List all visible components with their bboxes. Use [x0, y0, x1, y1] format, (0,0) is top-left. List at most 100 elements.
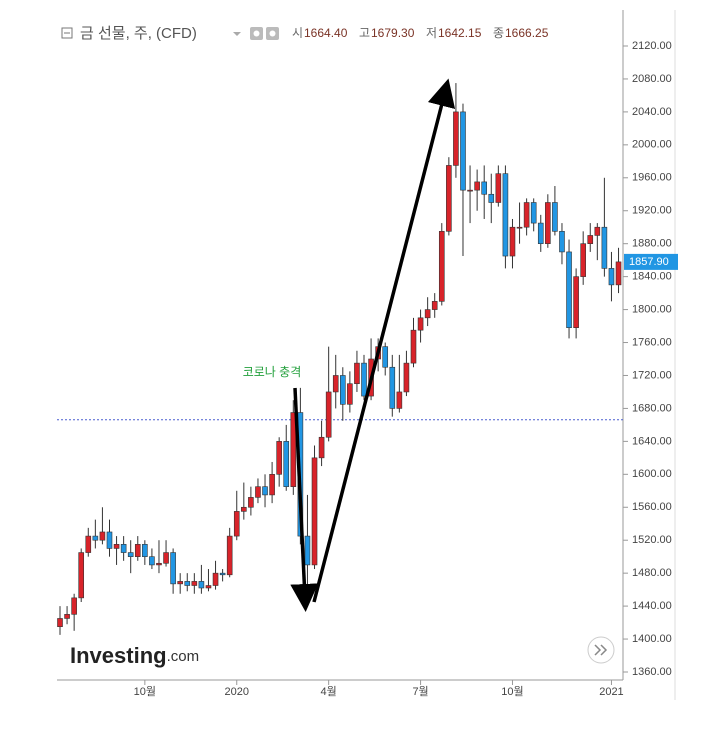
candle-body — [57, 618, 63, 627]
candle-body — [127, 552, 134, 557]
y-tick-label: 1400.00 — [632, 633, 672, 645]
y-tick-label: 1920.00 — [632, 205, 672, 217]
y-tick-label: 1520.00 — [632, 534, 672, 546]
arrow-up — [312, 78, 456, 603]
y-tick-label: 2040.00 — [632, 106, 672, 118]
y-tick-label: 1840.00 — [632, 271, 672, 283]
collapse-icon[interactable] — [61, 27, 73, 39]
candle-body — [410, 329, 417, 364]
candle-body — [85, 535, 92, 553]
candle-body — [233, 511, 240, 537]
candle-body — [438, 231, 445, 302]
arrow-down — [290, 387, 319, 612]
candle-body — [509, 226, 516, 257]
candle-body — [120, 544, 127, 553]
y-tick-label: 1800.00 — [632, 303, 672, 315]
candle-body — [241, 506, 247, 512]
candle-body — [361, 362, 367, 397]
candle-body — [142, 544, 148, 557]
candle-body — [198, 581, 205, 589]
last-price-tag — [624, 253, 678, 270]
header-value-name: 시 — [292, 26, 303, 40]
candle-body — [417, 317, 424, 331]
candle-body — [446, 165, 452, 232]
candle-body — [587, 235, 594, 244]
axis-frame — [57, 10, 676, 700]
x-tick-label: 10월 — [134, 685, 156, 698]
candle-body — [318, 436, 325, 459]
y-tick-label: 2000.00 — [632, 139, 672, 151]
y-tick-label: 1440.00 — [632, 600, 672, 612]
header-value-name: 저 — [426, 26, 437, 40]
candle-body — [424, 309, 431, 319]
candle-body — [219, 572, 226, 576]
candle-body — [64, 614, 70, 619]
candle-body — [177, 581, 183, 585]
chart-title: 금 선물, 주, (CFD) — [80, 25, 197, 42]
candle-body — [191, 581, 198, 586]
x-tick-label: 10월 — [501, 685, 523, 698]
header-value: 1679.30 — [371, 26, 415, 40]
header-value-name: 고 — [359, 26, 370, 40]
candle-body — [184, 581, 191, 586]
candle-body — [283, 441, 290, 487]
candle-body — [170, 552, 176, 585]
candle-body — [99, 531, 106, 541]
header-value-name: 종 — [493, 26, 504, 40]
candle-body — [537, 222, 544, 244]
candle-body — [156, 562, 162, 566]
header: 금 선물, 주, (CFD) 시 1664.40 고 1679.30 저 1642.15 종… — [61, 25, 549, 42]
candle-body — [481, 181, 488, 195]
candle-body — [545, 202, 551, 244]
candle-body — [566, 251, 572, 328]
candle-body — [311, 457, 318, 566]
candle-body — [559, 231, 565, 253]
candle-body — [92, 535, 99, 541]
candle-body — [354, 362, 360, 385]
candle-body — [460, 111, 466, 191]
y-tick-label: 1360.00 — [632, 666, 672, 678]
candle-body — [339, 375, 346, 405]
y-tick-label: 1720.00 — [632, 369, 672, 381]
candle-body — [594, 226, 601, 236]
candle-body — [615, 261, 622, 286]
x-tick-label: 2020 — [225, 686, 249, 698]
candle-body — [389, 366, 396, 409]
candle-body — [149, 556, 155, 566]
y-tick-label: 1480.00 — [632, 567, 672, 579]
candle-body — [113, 544, 120, 549]
candle-body — [325, 391, 332, 438]
candle-body — [304, 535, 311, 566]
header-value: 1642.15 — [438, 26, 482, 40]
candle-body — [495, 173, 502, 203]
candle-body — [523, 202, 530, 228]
x-tick-label: 2021 — [599, 686, 623, 698]
candle-body — [163, 552, 169, 564]
y-tick-label: 1680.00 — [632, 402, 672, 414]
candle-body — [332, 375, 339, 393]
watermark-brand: Investing — [70, 643, 167, 668]
candle-body — [205, 585, 212, 589]
candle-body — [269, 474, 275, 496]
candle-body — [552, 202, 558, 232]
y-tick-label: 2080.00 — [632, 73, 672, 85]
candle-body — [580, 243, 586, 277]
candle-body — [106, 531, 113, 549]
candle-body — [601, 226, 608, 269]
candle-body — [290, 412, 297, 487]
x-tick-label: 4월 — [321, 685, 337, 698]
candle-body — [431, 301, 438, 310]
candle-body — [453, 111, 459, 166]
candle-body — [347, 383, 353, 405]
candle-body — [474, 181, 480, 191]
x-tick-label: 7월 — [412, 685, 428, 698]
candle-body — [71, 597, 77, 615]
y-tick-label: 1640.00 — [632, 435, 672, 447]
y-tick-label: 1560.00 — [632, 501, 672, 513]
watermark: Investing.com — [70, 643, 199, 668]
dropdown-icon[interactable] — [233, 32, 241, 36]
candle-body — [488, 193, 495, 203]
candle-body — [262, 486, 268, 496]
candle-body — [502, 173, 509, 257]
scroll-button[interactable] — [587, 636, 615, 664]
